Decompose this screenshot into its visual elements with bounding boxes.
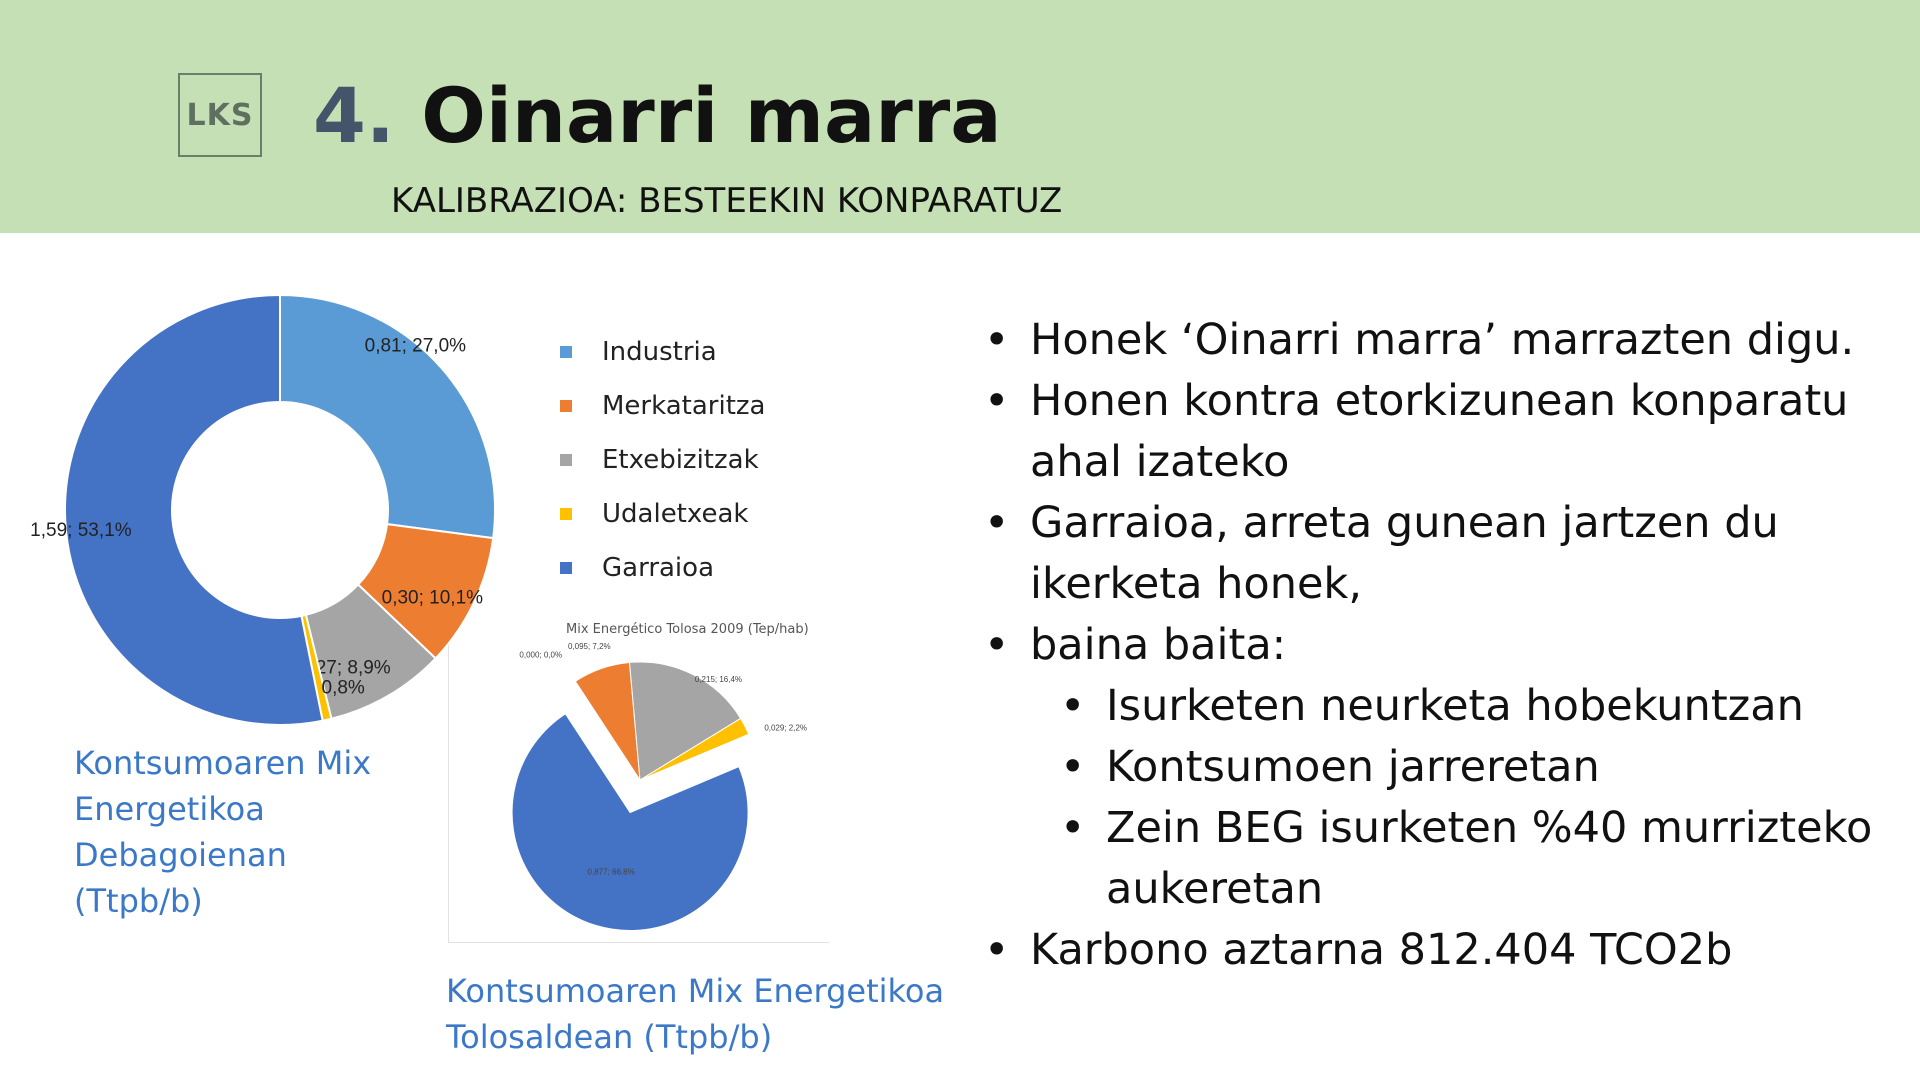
legend-label: Udaletxeak bbox=[602, 499, 749, 529]
legend-label: Etxebizitzak bbox=[602, 445, 759, 475]
legend-item-garraioa: Garraioa bbox=[560, 541, 765, 595]
donut-chart: 0,81; 27,0%0,30; 10,1%0,27; 8,9%0,02; 0,… bbox=[30, 293, 496, 726]
legend-item-udaletxeak: Udaletxeak bbox=[560, 487, 765, 541]
data-label-garraioa: 1,59; 53,1% bbox=[30, 520, 132, 541]
data-label-etxebizitzak: 0,27; 8,9% bbox=[300, 658, 391, 679]
title-number: 4. bbox=[313, 71, 395, 160]
bullet-item: Honek ‘Oinarri marra’ marrazten digu. bbox=[980, 310, 1880, 371]
logo-text: LKS bbox=[186, 97, 254, 133]
legend-swatch bbox=[560, 562, 572, 574]
slice-etxebizitzak bbox=[628, 661, 742, 781]
slice-garraioa bbox=[64, 293, 324, 726]
data-label-industria: 0,000; 0,0% bbox=[519, 650, 562, 659]
legend-item-etxebizitzak: Etxebizitzak bbox=[560, 433, 765, 487]
chart-legend: Industria Merkataritza Etxebizitzak Udal… bbox=[560, 325, 765, 595]
legend-label: Merkataritza bbox=[602, 391, 766, 421]
lks-logo: LKS bbox=[178, 73, 262, 157]
title-text: Oinarri marra bbox=[421, 71, 1002, 160]
data-label-merkataritza: 0,30; 10,1% bbox=[382, 588, 484, 609]
legend-item-merkataritza: Merkataritza bbox=[560, 379, 765, 433]
bullet-item: Honen kontra etorkizunean konparatu ahal… bbox=[980, 371, 1880, 493]
data-label-udaletxeak: 0,029; 2,2% bbox=[764, 724, 807, 733]
legend-item-industria: Industria bbox=[560, 325, 765, 379]
sub-bullet-item: Kontsumoen jarreretan bbox=[1056, 737, 1880, 798]
donut-caption: Kontsumoaren Mix Energetikoa Debagoienan… bbox=[74, 744, 372, 920]
pie-chart-title: Mix Energético Tolosa 2009 (Tep/hab) bbox=[566, 622, 809, 637]
slide-title: 4. Oinarri marra bbox=[313, 78, 1001, 154]
legend-swatch bbox=[560, 346, 572, 358]
data-label-garraioa: 0,877; 66,8% bbox=[588, 868, 635, 877]
data-label-industria: 0,81; 27,0% bbox=[365, 335, 467, 356]
bullet-item: baina baita: bbox=[980, 615, 1880, 676]
slide-subtitle: KALIBRAZIOA: BESTEEKIN KONPARATUZ bbox=[391, 181, 1063, 221]
bullet-item: Karbono aztarna 812.404 TCO2b bbox=[980, 920, 1880, 981]
legend-swatch bbox=[560, 400, 572, 412]
exploded-pie-chart: 0,000; 0,0% 0,095; 7,2% 0,215; 16,4% 0,029;… bbox=[511, 642, 807, 932]
sub-bullet-item: Zein BEG isurketen %40 murrizteko aukere… bbox=[1056, 798, 1880, 920]
data-label-merkataritza: 0,095; 7,2% bbox=[568, 642, 611, 651]
pie-caption: Kontsumoaren Mix Energetikoa Tolosaldean… bbox=[446, 972, 945, 1056]
slice-garraioa bbox=[511, 713, 749, 932]
legend-swatch bbox=[560, 454, 572, 466]
bullet-list: Honek ‘Oinarri marra’ marrazten digu. Ho… bbox=[980, 310, 1880, 981]
legend-label: Garraioa bbox=[602, 553, 714, 583]
bullet-item: Garraioa, arreta gunean jartzen du ikerk… bbox=[980, 493, 1880, 615]
legend-label: Industria bbox=[602, 337, 717, 367]
data-label-etxebizitzak: 0,215; 16,4% bbox=[695, 675, 742, 684]
legend-swatch bbox=[560, 508, 572, 520]
sub-bullet-item: Isurketen neurketa hobekuntzan bbox=[1056, 676, 1880, 737]
title-banner bbox=[0, 0, 1920, 233]
pie-chart-frame bbox=[448, 612, 829, 943]
slice-industria bbox=[279, 293, 496, 540]
slice-udaletxeak bbox=[639, 717, 750, 781]
